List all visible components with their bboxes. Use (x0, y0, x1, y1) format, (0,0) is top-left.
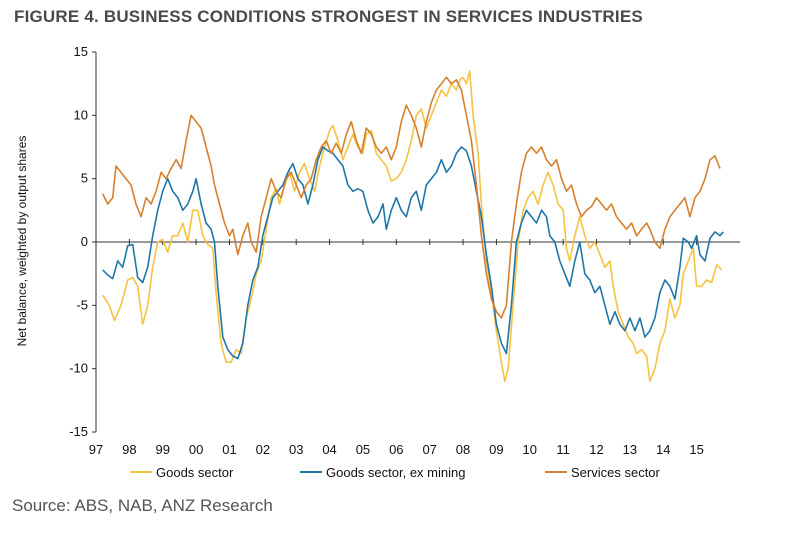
x-tick-label: 98 (122, 442, 136, 457)
x-tick-label: 10 (523, 442, 537, 457)
chart-title: FIGURE 4. BUSINESS CONDITIONS STRONGEST … (14, 7, 643, 26)
x-tick-label: 02 (256, 442, 270, 457)
y-tick-label: 0 (81, 234, 88, 249)
x-tick-label: 12 (589, 442, 603, 457)
y-tick-label: 15 (74, 44, 88, 59)
y-tick-label: -15 (69, 424, 88, 439)
x-tick-label: 06 (389, 442, 403, 457)
chart-axes (92, 51, 740, 433)
series-layer (101, 70, 724, 383)
series-line-3 (101, 76, 721, 319)
x-tick-label: 09 (489, 442, 503, 457)
x-tick-label: 14 (656, 442, 670, 457)
x-tick-label: 15 (689, 442, 703, 457)
y-tick-label: -10 (69, 361, 88, 376)
x-tick-label: 05 (356, 442, 370, 457)
source-note: Source: ABS, NAB, ANZ Research (12, 496, 273, 515)
x-tick-label: 01 (222, 442, 236, 457)
series-line-2 (102, 146, 724, 360)
x-tick-label: 13 (623, 442, 637, 457)
x-tick-label: 07 (422, 442, 436, 457)
series-line-1 (102, 70, 723, 383)
x-tick-label: 99 (156, 442, 170, 457)
x-tick-label: 11 (556, 442, 570, 457)
legend-label: Goods sector (156, 465, 234, 480)
x-tick-label: 08 (456, 442, 470, 457)
y-axis-label: Net balance, weighted by output shares (15, 136, 29, 347)
legend-label: Goods sector, ex mining (326, 465, 465, 480)
legend-label: Services sector (571, 465, 661, 480)
y-tick-label: -5 (76, 297, 88, 312)
x-tick-label: 03 (289, 442, 303, 457)
x-tick-label: 00 (189, 442, 203, 457)
x-tick-label: 04 (322, 442, 336, 457)
y-tick-label: 5 (81, 171, 88, 186)
x-tick-label: 97 (89, 442, 103, 457)
y-tick-label: 10 (74, 107, 88, 122)
legend: Goods sector Goods sector, ex mining Servi… (130, 465, 661, 480)
